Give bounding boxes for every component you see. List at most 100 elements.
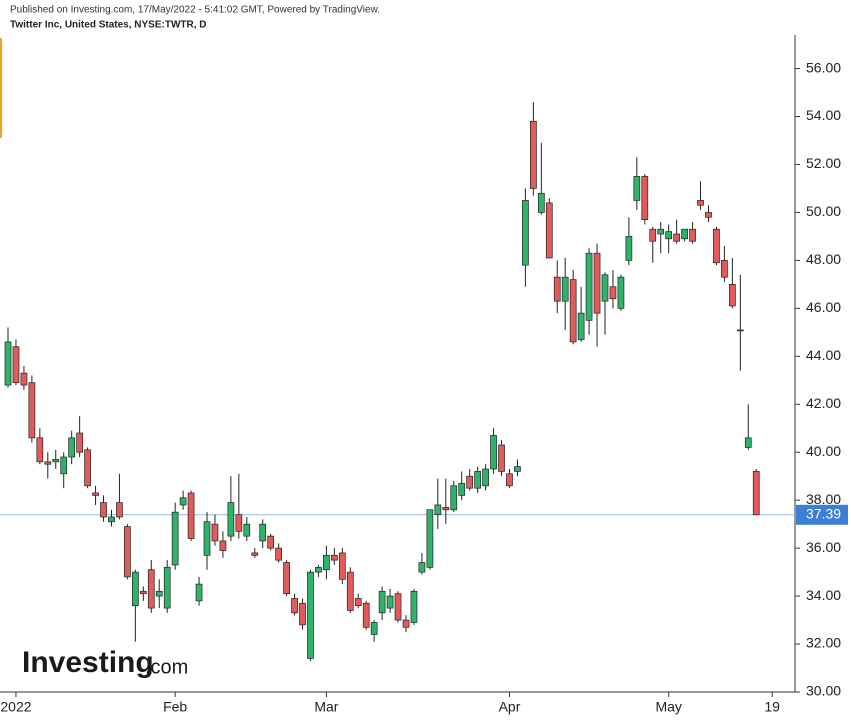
candle-body <box>132 571 139 607</box>
candle-body <box>744 437 752 448</box>
candle-body <box>84 449 91 487</box>
plot-area: 30.00 32.00 34.00 36.00 38.00 40.00 42.00 44.00… <box>0 35 848 715</box>
last-price-label: 37.39 <box>806 506 841 522</box>
candle-body <box>752 471 760 516</box>
candle-body <box>259 523 267 542</box>
x-tick-label: Feb <box>163 699 187 715</box>
candle-body <box>394 593 402 621</box>
candle-body <box>729 284 736 307</box>
candle-body <box>577 312 585 340</box>
candle-body <box>100 502 107 518</box>
candle-body <box>561 276 569 302</box>
candle-body <box>203 521 211 556</box>
candle-body <box>434 504 442 515</box>
candle-body <box>402 619 410 628</box>
candle-body <box>681 228 688 240</box>
y-tick-label: 52.00 <box>806 155 841 171</box>
candle-body <box>20 372 28 386</box>
candle-body <box>649 228 657 242</box>
candle-body <box>442 507 450 511</box>
candle-body <box>267 535 275 549</box>
candle-body <box>139 590 147 595</box>
candle-body <box>553 276 561 302</box>
y-tick-label: 50.00 <box>806 203 841 219</box>
candle-body <box>108 516 115 523</box>
candle-body <box>721 260 728 278</box>
candle-body <box>378 590 386 614</box>
candle-body <box>44 461 52 465</box>
last-price-tag <box>796 504 848 525</box>
published-note: Published on Investing.com, 17/May/2022 … <box>10 5 380 16</box>
candle-body <box>235 514 243 532</box>
candle-body <box>76 432 83 453</box>
candle-body <box>370 622 378 635</box>
y-tick-label: 48.00 <box>806 251 841 267</box>
candle-body <box>641 176 649 220</box>
candle-body <box>673 233 680 242</box>
candle-body <box>713 228 720 264</box>
candle-body <box>52 459 60 463</box>
candle-body <box>147 569 155 609</box>
candle-body <box>116 502 123 518</box>
y-tick-label: 44.00 <box>806 347 841 363</box>
candle-body <box>307 571 314 659</box>
candle-body <box>36 437 44 463</box>
candle-body <box>331 554 338 561</box>
candle-body <box>569 279 577 343</box>
candle-body <box>697 200 704 206</box>
candle-body <box>163 566 171 609</box>
candle-body <box>28 382 36 439</box>
y-tick-label: 56.00 <box>806 59 841 75</box>
candle-body <box>609 286 617 300</box>
candle-body <box>665 231 673 240</box>
y-tick-label: 40.00 <box>806 443 841 459</box>
candle-body <box>243 523 251 537</box>
candle-body <box>4 341 12 386</box>
candle-body <box>187 492 195 539</box>
candle-body <box>657 228 665 235</box>
candle-body <box>458 483 466 496</box>
y-tick-label: 38.00 <box>806 491 841 507</box>
candle-body <box>299 602 306 626</box>
x-tick-label: Mar <box>314 699 338 715</box>
candle-body <box>474 471 481 489</box>
candle-body <box>195 583 203 602</box>
candle-body <box>155 590 163 597</box>
candle-body <box>291 598 298 614</box>
y-tick-label: 34.00 <box>806 587 841 603</box>
candle-body <box>275 547 282 561</box>
candle-body <box>490 435 497 470</box>
candle-body <box>506 473 513 487</box>
candle-body <box>633 176 641 201</box>
candle-body <box>251 552 259 556</box>
candle-body <box>498 444 505 472</box>
candle-body <box>426 509 434 568</box>
candle-body <box>466 475 474 489</box>
chart-title: Twitter Inc, United States, NYSE:TWTR, D <box>10 20 207 31</box>
candle-body <box>362 602 370 628</box>
x-tick-label: 2022 <box>0 699 31 715</box>
candle-body <box>60 456 68 475</box>
y-tick-label: 30.00 <box>806 683 841 699</box>
candle-body <box>338 552 346 580</box>
candle-body <box>522 200 529 266</box>
candle-body <box>315 566 322 573</box>
candle-body <box>171 511 179 566</box>
candle-body <box>530 120 537 189</box>
candle-body <box>617 276 625 309</box>
candle-body <box>593 252 601 314</box>
y-tick-label: 42.00 <box>806 395 841 411</box>
x-tick-label: Apr <box>499 699 521 715</box>
y-tick-label: 46.00 <box>806 299 841 315</box>
y-tick-label: 32.00 <box>806 635 841 651</box>
y-tick-label: 54.00 <box>806 107 841 123</box>
candle-body <box>705 212 712 218</box>
candle-body <box>227 502 235 537</box>
candle-body <box>585 252 593 321</box>
edge-accent <box>0 38 2 138</box>
candle-body <box>68 437 76 458</box>
candle-body <box>418 562 426 573</box>
candle-body <box>124 526 131 578</box>
